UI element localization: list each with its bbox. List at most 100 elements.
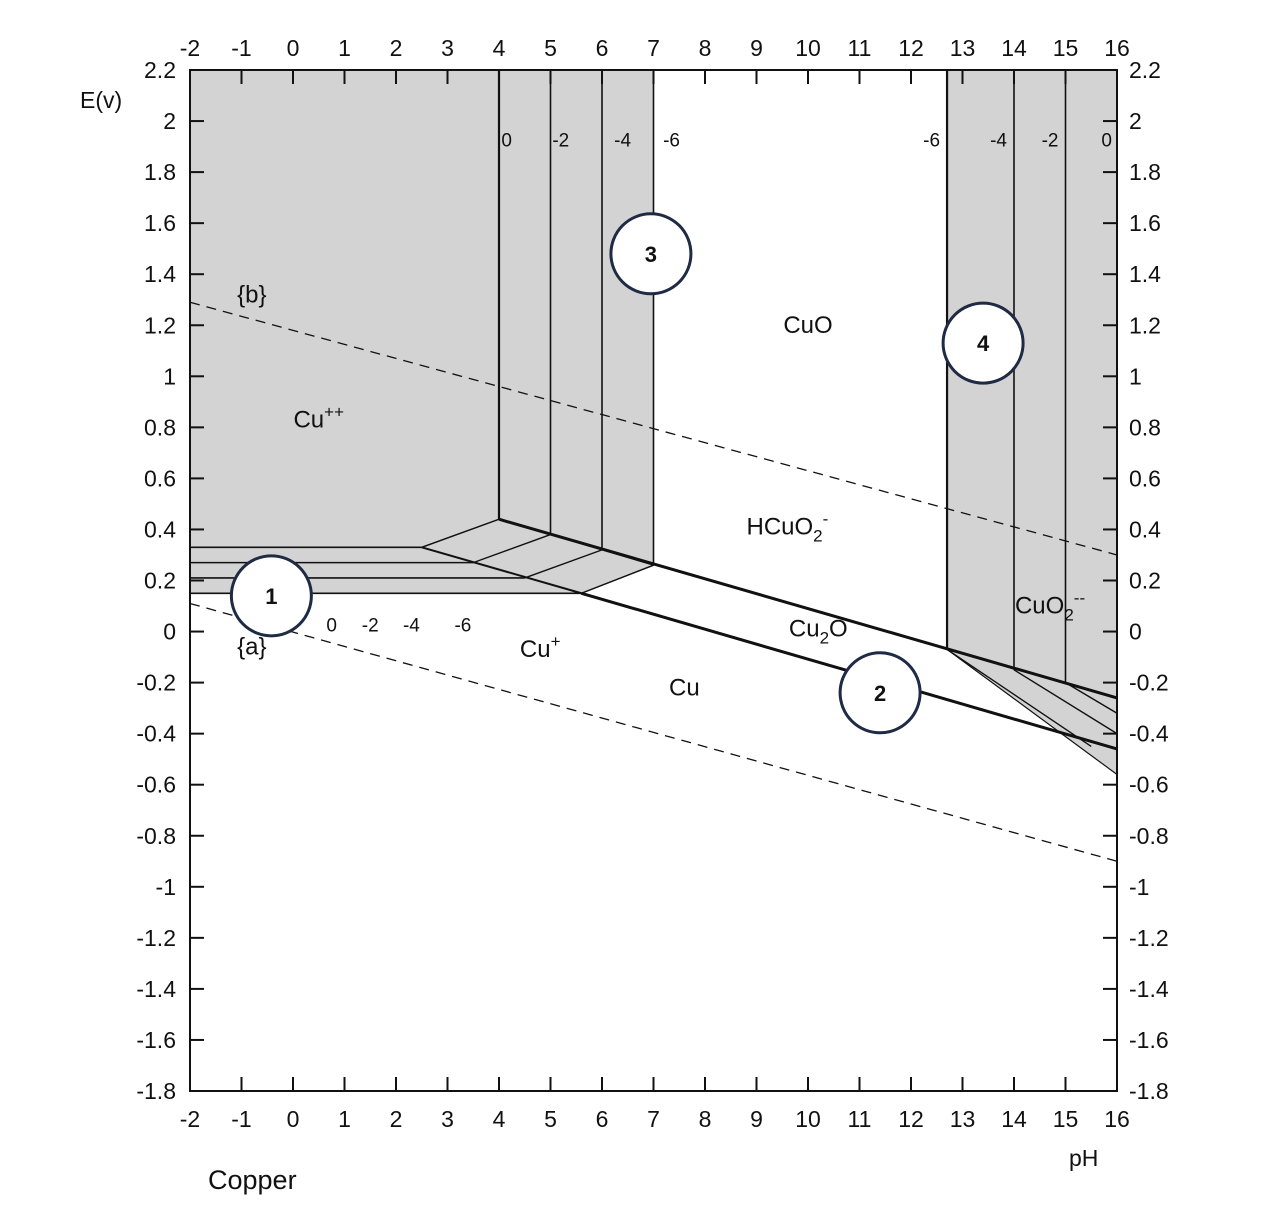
band-hatch-1 xyxy=(421,518,500,548)
x-tick-label-bottom: 9 xyxy=(750,1106,763,1132)
y-tick-label-left: 0.4 xyxy=(144,516,176,542)
region-label-cupp: Cu++ xyxy=(293,402,344,433)
concentration-label: -4 xyxy=(614,131,631,152)
x-tick-label-top: 5 xyxy=(544,35,557,61)
y-tick-label-left: -1.8 xyxy=(136,1078,176,1104)
x-tick-label-top: 4 xyxy=(493,35,506,61)
marker-number-2: 2 xyxy=(874,681,886,706)
x-tick-label-bottom: 2 xyxy=(390,1106,403,1132)
water-line-label: {b} xyxy=(237,281,266,308)
x-tick-label-bottom: 8 xyxy=(699,1106,712,1132)
x-tick-label-bottom: 11 xyxy=(848,1106,872,1132)
x-tick-label-top: 11 xyxy=(848,35,872,61)
concentration-label: -6 xyxy=(454,616,471,637)
y-tick-label-left: -1.6 xyxy=(136,1027,176,1053)
x-tick-label-top: 15 xyxy=(1053,35,1079,61)
band-hatch-2 xyxy=(473,533,551,564)
y-tick-label-right: 0.8 xyxy=(1129,414,1161,440)
concentration-label: -6 xyxy=(923,131,940,152)
x-tick-label-bottom: 16 xyxy=(1104,1106,1130,1132)
region-label-cu2o: Cu2O xyxy=(789,616,848,648)
axis-ticks: -2-2-1-100112233445566778899101011111212… xyxy=(136,35,1168,1132)
y-tick-label-right: 1.8 xyxy=(1129,159,1161,185)
band-hatch-4 xyxy=(581,564,654,594)
y-tick-label-right: -1 xyxy=(1129,874,1149,900)
y-tick-label-left: -1.4 xyxy=(136,976,176,1002)
y-tick-label-right: -1.6 xyxy=(1129,1027,1169,1053)
y-tick-label-left: 1.2 xyxy=(144,312,176,338)
y-tick-label-right: 1.2 xyxy=(1129,312,1161,338)
shaded-regions xyxy=(190,70,1118,776)
x-tick-label-top: 16 xyxy=(1104,35,1130,61)
y-tick-label-left: 0 xyxy=(163,619,176,645)
y-tick-label-right: -0.4 xyxy=(1129,721,1169,747)
x-tick-label-top: -1 xyxy=(231,35,251,61)
y-tick-label-right: 1.4 xyxy=(1129,261,1161,287)
y-tick-label-right: -1.2 xyxy=(1129,925,1169,951)
x-tick-label-bottom: 15 xyxy=(1053,1106,1079,1132)
y-tick-label-left: 1 xyxy=(163,363,176,389)
right-hatch-2 xyxy=(1013,669,1118,735)
y-tick-label-right: 1.6 xyxy=(1129,210,1161,236)
water-line-label: {a} xyxy=(237,634,266,661)
y-tick-label-left: 1.4 xyxy=(144,261,176,287)
y-tick-label-right: 0 xyxy=(1129,619,1142,645)
y-tick-label-left: -1 xyxy=(156,874,176,900)
marker-circle-4 xyxy=(941,301,1025,385)
y-tick-label-right: -0.8 xyxy=(1129,823,1169,849)
x-tick-label-top: 1 xyxy=(338,35,351,61)
y-tick-label-right: 0.6 xyxy=(1129,465,1161,491)
concentration-label: -6 xyxy=(663,131,680,152)
y-tick-label-right: 2 xyxy=(1129,108,1142,134)
x-tick-label-top: 7 xyxy=(647,35,660,61)
marker-circle-1 xyxy=(229,554,313,638)
band-hatch-3 xyxy=(524,549,603,579)
water-stability-lines xyxy=(189,301,1118,862)
x-tick-label-top: 3 xyxy=(441,35,454,61)
x-tick-label-top: 13 xyxy=(950,35,976,61)
concentration-label: 0 xyxy=(1101,131,1112,152)
x-tick-label-top: 8 xyxy=(699,35,712,61)
marker-circle-2 xyxy=(838,651,922,735)
y-tick-label-left: 1.6 xyxy=(144,210,176,236)
concentration-label: -2 xyxy=(1042,131,1059,152)
right-hatch-3 xyxy=(1065,681,1118,714)
x-tick-label-bottom: -1 xyxy=(231,1106,251,1132)
y-tick-label-left: 1.8 xyxy=(144,159,176,185)
marker-circle-3 xyxy=(609,212,693,296)
x-tick-label-bottom: 5 xyxy=(544,1106,557,1132)
y-tick-label-right: -1.4 xyxy=(1129,976,1169,1002)
concentration-label: -2 xyxy=(362,616,379,637)
y-tick-label-right: 2.2 xyxy=(1129,57,1161,83)
cupp-region xyxy=(190,70,654,594)
x-tick-label-top: 6 xyxy=(596,35,609,61)
numbered-markers: 1 2 3 4 xyxy=(229,212,1025,735)
region-label-cup: Cu+ xyxy=(520,632,561,663)
region-label-cuo: CuO xyxy=(783,312,832,339)
x-tick-label-top: 2 xyxy=(390,35,403,61)
region-label-cuo2: CuO2-- xyxy=(1015,589,1085,625)
x-tick-label-bottom: 7 xyxy=(647,1106,660,1132)
x-tick-label-bottom: 0 xyxy=(287,1106,300,1132)
x-tick-label-bottom: 12 xyxy=(898,1106,924,1132)
y-tick-label-left: -0.8 xyxy=(136,823,176,849)
marker-number-4: 4 xyxy=(977,331,990,356)
y-tick-label-right: 0.4 xyxy=(1129,516,1161,542)
x-tick-label-bottom: 4 xyxy=(493,1106,506,1132)
y-tick-label-left: -0.4 xyxy=(136,721,176,747)
y-tick-label-right: 1 xyxy=(1129,363,1142,389)
water-line-1 xyxy=(189,602,1118,862)
concentration-label: 0 xyxy=(501,131,512,152)
x-tick-label-bottom: 6 xyxy=(596,1106,609,1132)
x-tick-label-top: 9 xyxy=(750,35,763,61)
y-tick-label-left: 2 xyxy=(163,108,176,134)
water-line-0 xyxy=(189,301,1118,556)
y-tick-label-right: -0.2 xyxy=(1129,670,1169,696)
x-tick-label-top: 0 xyxy=(287,35,300,61)
x-axis-title: pH xyxy=(1069,1145,1098,1171)
concentration-label: 0 xyxy=(326,616,337,637)
x-tick-label-top: 14 xyxy=(1001,35,1027,61)
diagram-caption: Copper xyxy=(208,1165,297,1195)
x-tick-label-bottom: 13 xyxy=(950,1106,976,1132)
x-tick-label-top: -2 xyxy=(180,35,200,61)
